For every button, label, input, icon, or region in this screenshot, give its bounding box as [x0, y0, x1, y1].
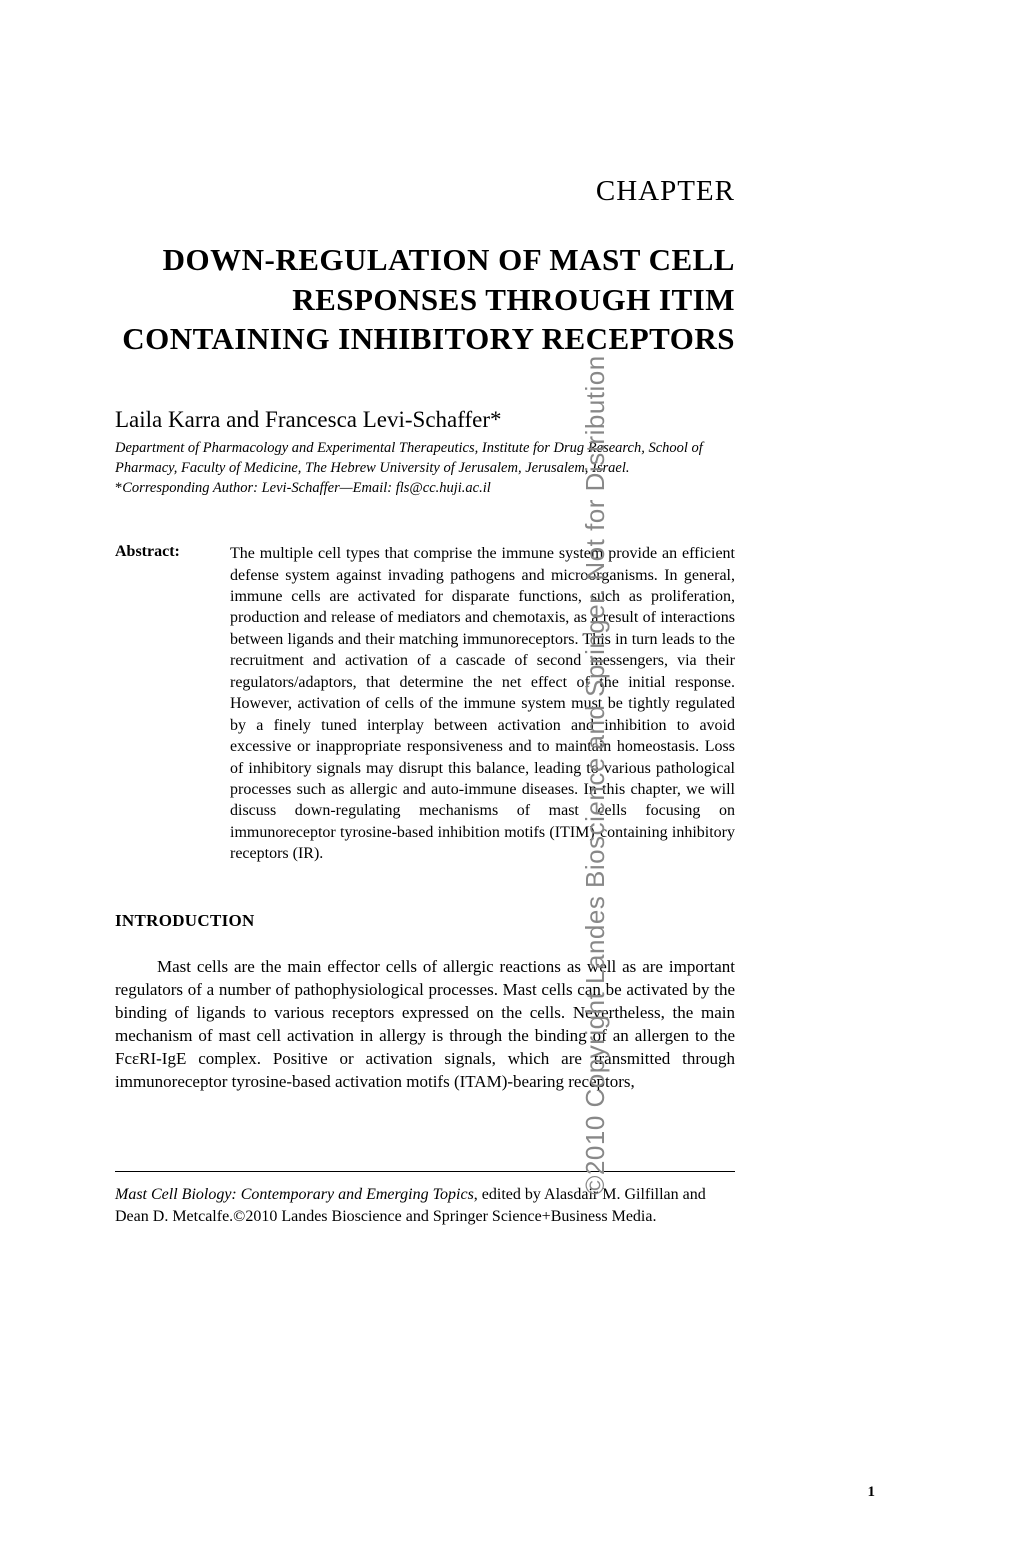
footer-citation: Mast Cell Biology: Contemporary and Emer… — [115, 1184, 735, 1227]
abstract-text: The multiple cell types that comprise th… — [230, 543, 735, 865]
footer-divider — [115, 1171, 735, 1172]
corresponding-text: Corresponding Author: Levi-Schaffer—Emai… — [122, 480, 491, 496]
copyright-side-text: ©2010 Copyright Landes Bioscience and Sp… — [580, 355, 611, 1194]
section-heading-introduction: INTRODUCTION — [115, 911, 735, 931]
body-paragraph: Mast cells are the main effector cells o… — [115, 955, 735, 1094]
abstract-section: Abstract: The multiple cell types that c… — [115, 543, 735, 865]
corresponding-author: *Corresponding Author: Levi-Schaffer—Ema… — [115, 480, 735, 497]
chapter-title: DOWN-REGULATION OF MAST CELL RESPONSES T… — [115, 240, 735, 359]
footer-book-title: Mast Cell Biology: Contemporary and Emer… — [115, 1186, 474, 1203]
chapter-label: CHAPTER — [115, 175, 735, 208]
abstract-label: Abstract: — [115, 543, 230, 865]
authors-line: Laila Karra and Francesca Levi-Schaffer* — [115, 407, 735, 433]
affiliation-text: Department of Pharmacology and Experimen… — [115, 439, 735, 478]
page-number: 1 — [868, 1484, 876, 1501]
